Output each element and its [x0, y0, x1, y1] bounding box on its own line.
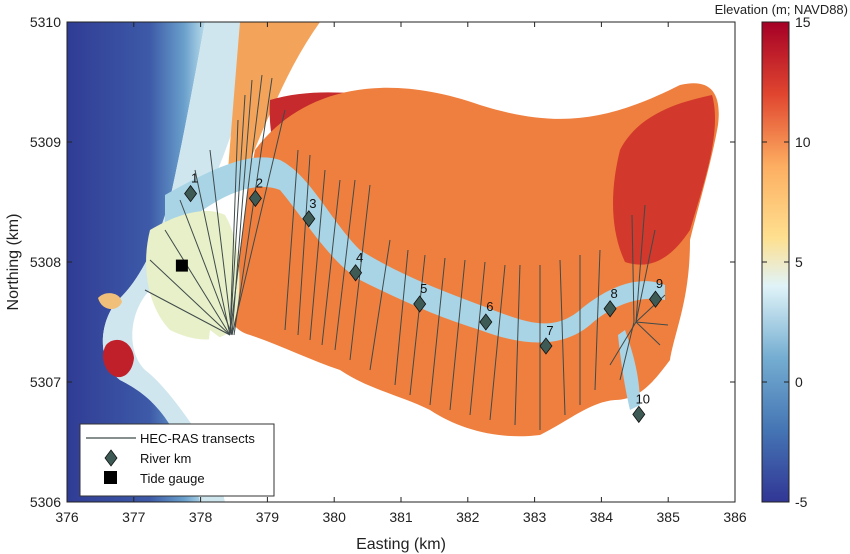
legend-transects-label: HEC-RAS transects — [140, 431, 255, 446]
river-km-marker — [539, 337, 553, 355]
x-tick-label: 385 — [657, 509, 681, 525]
river-km-marker — [649, 290, 663, 308]
ocean-island-small — [98, 293, 122, 310]
hec-ras-transects — [144, 74, 669, 430]
x-tick-label: 380 — [323, 509, 347, 525]
river-km-marker — [413, 295, 427, 313]
south-tributary — [618, 330, 640, 410]
x-tick-label: 386 — [723, 509, 747, 525]
x-axis: 376 377 378 379 380 381 382 383 384 385 386 — [55, 22, 747, 525]
x-axis-title: Easting (km) — [356, 536, 446, 553]
river-km-label: 9 — [656, 276, 663, 291]
river-km-label: 7 — [546, 323, 553, 338]
colorbar-tick-label: 10 — [795, 134, 811, 150]
x-tick-label: 383 — [523, 509, 547, 525]
y-tick-label: 5310 — [30, 14, 61, 30]
y-axis-title: Northing (km) — [5, 214, 22, 311]
river-km-label: 2 — [256, 175, 263, 190]
east-highland — [613, 95, 715, 265]
river-km-marker — [632, 405, 646, 424]
river-km-markers: 1 2 3 4 5 6 7 8 9 10 — [184, 171, 663, 424]
y-tick-label: 5308 — [30, 254, 61, 270]
y-tick-label: 5307 — [30, 374, 61, 390]
tide-gauge-marker — [175, 259, 188, 272]
river-km-label: 6 — [486, 299, 493, 314]
x-tick-label: 384 — [590, 509, 614, 525]
north-spit — [228, 22, 320, 170]
river-km-marker — [248, 189, 262, 208]
colorbar-tick-label: 5 — [795, 254, 803, 270]
ocean-area — [67, 22, 205, 502]
river-km-marker — [603, 300, 617, 318]
river-km-marker — [184, 184, 198, 203]
river-km-marker — [302, 210, 316, 228]
ocean-island-red — [103, 339, 134, 378]
x-tick-label: 377 — [122, 509, 146, 525]
shallow-coast — [102, 22, 262, 502]
river-km-label: 4 — [356, 250, 363, 265]
colorbar-ticks: 15 10 5 0 -5 — [762, 14, 811, 510]
river-km-label: 5 — [420, 281, 427, 296]
river-km-marker — [349, 264, 363, 282]
river-km-label: 3 — [309, 196, 316, 211]
colorbar-tick-label: 15 — [795, 14, 811, 30]
river-km-label: 8 — [610, 286, 617, 301]
river-km-label: 10 — [636, 391, 650, 406]
river-km-marker — [479, 313, 493, 331]
x-tick-label: 378 — [189, 509, 213, 525]
river-km-label: 1 — [191, 171, 198, 186]
x-tick-label: 382 — [456, 509, 480, 525]
x-tick-label: 376 — [55, 509, 79, 525]
tide-gauge-layer — [175, 259, 188, 272]
colorbar-tick-label: 0 — [795, 374, 803, 390]
legend-tide-gauge-swatch — [104, 471, 117, 484]
colorbar-title: Elevation (m; NAVD88) — [715, 2, 848, 17]
legend-tide-gauge-label: Tide gauge — [140, 471, 205, 486]
x-tick-label: 379 — [256, 509, 280, 525]
legend-river-km-label: River km — [140, 451, 191, 466]
legend-river-km-swatch — [104, 449, 118, 467]
colorbar-tick-label: -5 — [795, 494, 808, 510]
white-bay — [208, 330, 260, 427]
y-tick-label: 5309 — [30, 134, 61, 150]
x-tick-label: 381 — [389, 509, 413, 525]
y-tick-label: 5306 — [30, 494, 61, 510]
legend: HEC-RAS transects River km Tide gauge — [79, 423, 275, 497]
